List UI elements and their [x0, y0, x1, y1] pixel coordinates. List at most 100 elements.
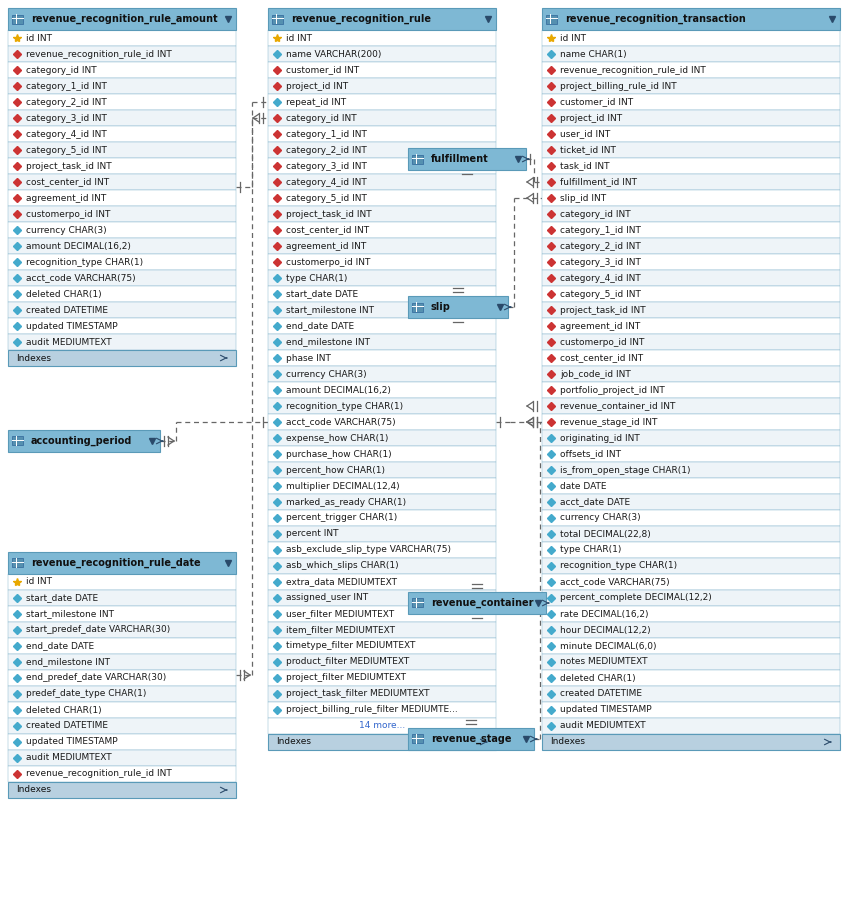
- Text: project_task_id INT: project_task_id INT: [560, 306, 646, 315]
- Text: deleted CHAR(1): deleted CHAR(1): [560, 674, 636, 683]
- Bar: [8, 638, 236, 654]
- Text: Indexes: Indexes: [550, 737, 585, 746]
- Text: predef_date_type CHAR(1): predef_date_type CHAR(1): [26, 690, 146, 699]
- Text: updated TIMESTAMP: updated TIMESTAMP: [26, 321, 117, 330]
- Bar: [268, 350, 496, 366]
- Bar: [542, 606, 840, 622]
- Bar: [268, 254, 496, 270]
- Text: recognition_type CHAR(1): recognition_type CHAR(1): [26, 257, 143, 266]
- Text: end_predef_date VARCHAR(30): end_predef_date VARCHAR(30): [26, 674, 167, 683]
- Text: is_from_open_stage CHAR(1): is_from_open_stage CHAR(1): [560, 466, 690, 475]
- Bar: [542, 702, 840, 718]
- Bar: [8, 254, 236, 270]
- Text: percent_complete DECIMAL(12,2): percent_complete DECIMAL(12,2): [560, 594, 711, 603]
- Text: ticket_id INT: ticket_id INT: [560, 145, 616, 154]
- Text: total DECIMAL(22,8): total DECIMAL(22,8): [560, 529, 651, 538]
- Bar: [268, 190, 496, 206]
- Bar: [542, 222, 840, 238]
- Bar: [542, 478, 840, 494]
- Bar: [412, 735, 423, 744]
- Bar: [408, 592, 546, 614]
- Text: category_3_id INT: category_3_id INT: [26, 114, 107, 123]
- Text: project_billing_rule_id INT: project_billing_rule_id INT: [560, 82, 677, 91]
- Text: product_filter MEDIUMTEXT: product_filter MEDIUMTEXT: [286, 658, 409, 666]
- Text: item_filter MEDIUMTEXT: item_filter MEDIUMTEXT: [286, 625, 395, 634]
- Bar: [542, 174, 840, 190]
- Bar: [542, 670, 840, 686]
- Bar: [8, 552, 236, 574]
- Text: percent_how CHAR(1): percent_how CHAR(1): [286, 466, 385, 475]
- Bar: [542, 94, 840, 110]
- Text: updated TIMESTAMP: updated TIMESTAMP: [26, 737, 117, 746]
- Bar: [542, 206, 840, 222]
- Bar: [8, 8, 236, 30]
- Text: category_4_id INT: category_4_id INT: [560, 274, 641, 283]
- Bar: [542, 686, 840, 702]
- Bar: [542, 302, 840, 318]
- Text: recognition_type CHAR(1): recognition_type CHAR(1): [286, 402, 403, 411]
- Text: hour DECIMAL(12,2): hour DECIMAL(12,2): [560, 625, 650, 634]
- Bar: [542, 446, 840, 462]
- Bar: [542, 654, 840, 670]
- Text: task_id INT: task_id INT: [560, 161, 609, 170]
- Text: category_3_id INT: category_3_id INT: [286, 161, 367, 170]
- Text: project_task_filter MEDIUMTEXT: project_task_filter MEDIUMTEXT: [286, 690, 429, 699]
- Text: revenue_recognition_rule_id INT: revenue_recognition_rule_id INT: [560, 65, 705, 74]
- Text: cost_center_id INT: cost_center_id INT: [26, 178, 109, 187]
- Text: date DATE: date DATE: [560, 482, 607, 491]
- Text: audit MEDIUMTEXT: audit MEDIUMTEXT: [560, 721, 646, 730]
- Bar: [8, 574, 236, 590]
- Text: start_milestone INT: start_milestone INT: [26, 609, 114, 619]
- Text: project_id INT: project_id INT: [286, 82, 348, 91]
- Bar: [268, 286, 496, 302]
- Text: deleted CHAR(1): deleted CHAR(1): [26, 290, 102, 299]
- Text: user_filter MEDIUMTEXT: user_filter MEDIUMTEXT: [286, 609, 394, 619]
- Text: end_date DATE: end_date DATE: [286, 321, 354, 330]
- Bar: [268, 638, 496, 654]
- Text: Indexes: Indexes: [16, 353, 51, 362]
- Bar: [8, 78, 236, 94]
- Bar: [13, 559, 24, 568]
- Text: Indexes: Indexes: [276, 737, 311, 746]
- Bar: [542, 558, 840, 574]
- Bar: [268, 142, 496, 158]
- Text: customer_id INT: customer_id INT: [286, 65, 359, 74]
- Text: deleted CHAR(1): deleted CHAR(1): [26, 706, 102, 715]
- Bar: [268, 222, 496, 238]
- Bar: [542, 510, 840, 526]
- Text: rate DECIMAL(16,2): rate DECIMAL(16,2): [560, 609, 649, 619]
- Text: asb_exclude_slip_type VARCHAR(75): asb_exclude_slip_type VARCHAR(75): [286, 545, 451, 554]
- Text: customerpo_id INT: customerpo_id INT: [286, 257, 371, 266]
- Text: project_billing_rule_filter MEDIUMTE...: project_billing_rule_filter MEDIUMTE...: [286, 706, 458, 715]
- Bar: [268, 94, 496, 110]
- Bar: [268, 110, 496, 126]
- Bar: [8, 206, 236, 222]
- Text: category_4_id INT: category_4_id INT: [286, 178, 366, 187]
- Bar: [268, 382, 496, 398]
- Text: fulfillment_id INT: fulfillment_id INT: [560, 178, 637, 187]
- Bar: [542, 542, 840, 558]
- Bar: [542, 430, 840, 446]
- Bar: [8, 30, 236, 46]
- Text: type CHAR(1): type CHAR(1): [286, 274, 348, 283]
- Bar: [8, 158, 236, 174]
- Bar: [268, 318, 496, 334]
- Text: category_id INT: category_id INT: [560, 210, 631, 219]
- Text: revenue_recognition_rule_amount: revenue_recognition_rule_amount: [31, 13, 218, 24]
- Bar: [542, 462, 840, 478]
- Bar: [542, 494, 840, 510]
- Bar: [268, 238, 496, 254]
- Bar: [8, 782, 236, 798]
- Text: start_milestone INT: start_milestone INT: [286, 306, 374, 315]
- Text: slip: slip: [431, 302, 450, 312]
- Bar: [542, 638, 840, 654]
- Bar: [268, 478, 496, 494]
- Bar: [268, 510, 496, 526]
- Bar: [268, 606, 496, 622]
- Text: acct_code VARCHAR(75): acct_code VARCHAR(75): [560, 578, 670, 587]
- Text: agreement_id INT: agreement_id INT: [560, 321, 640, 330]
- Bar: [268, 734, 496, 750]
- Bar: [8, 430, 160, 452]
- Bar: [542, 414, 840, 430]
- Bar: [542, 622, 840, 638]
